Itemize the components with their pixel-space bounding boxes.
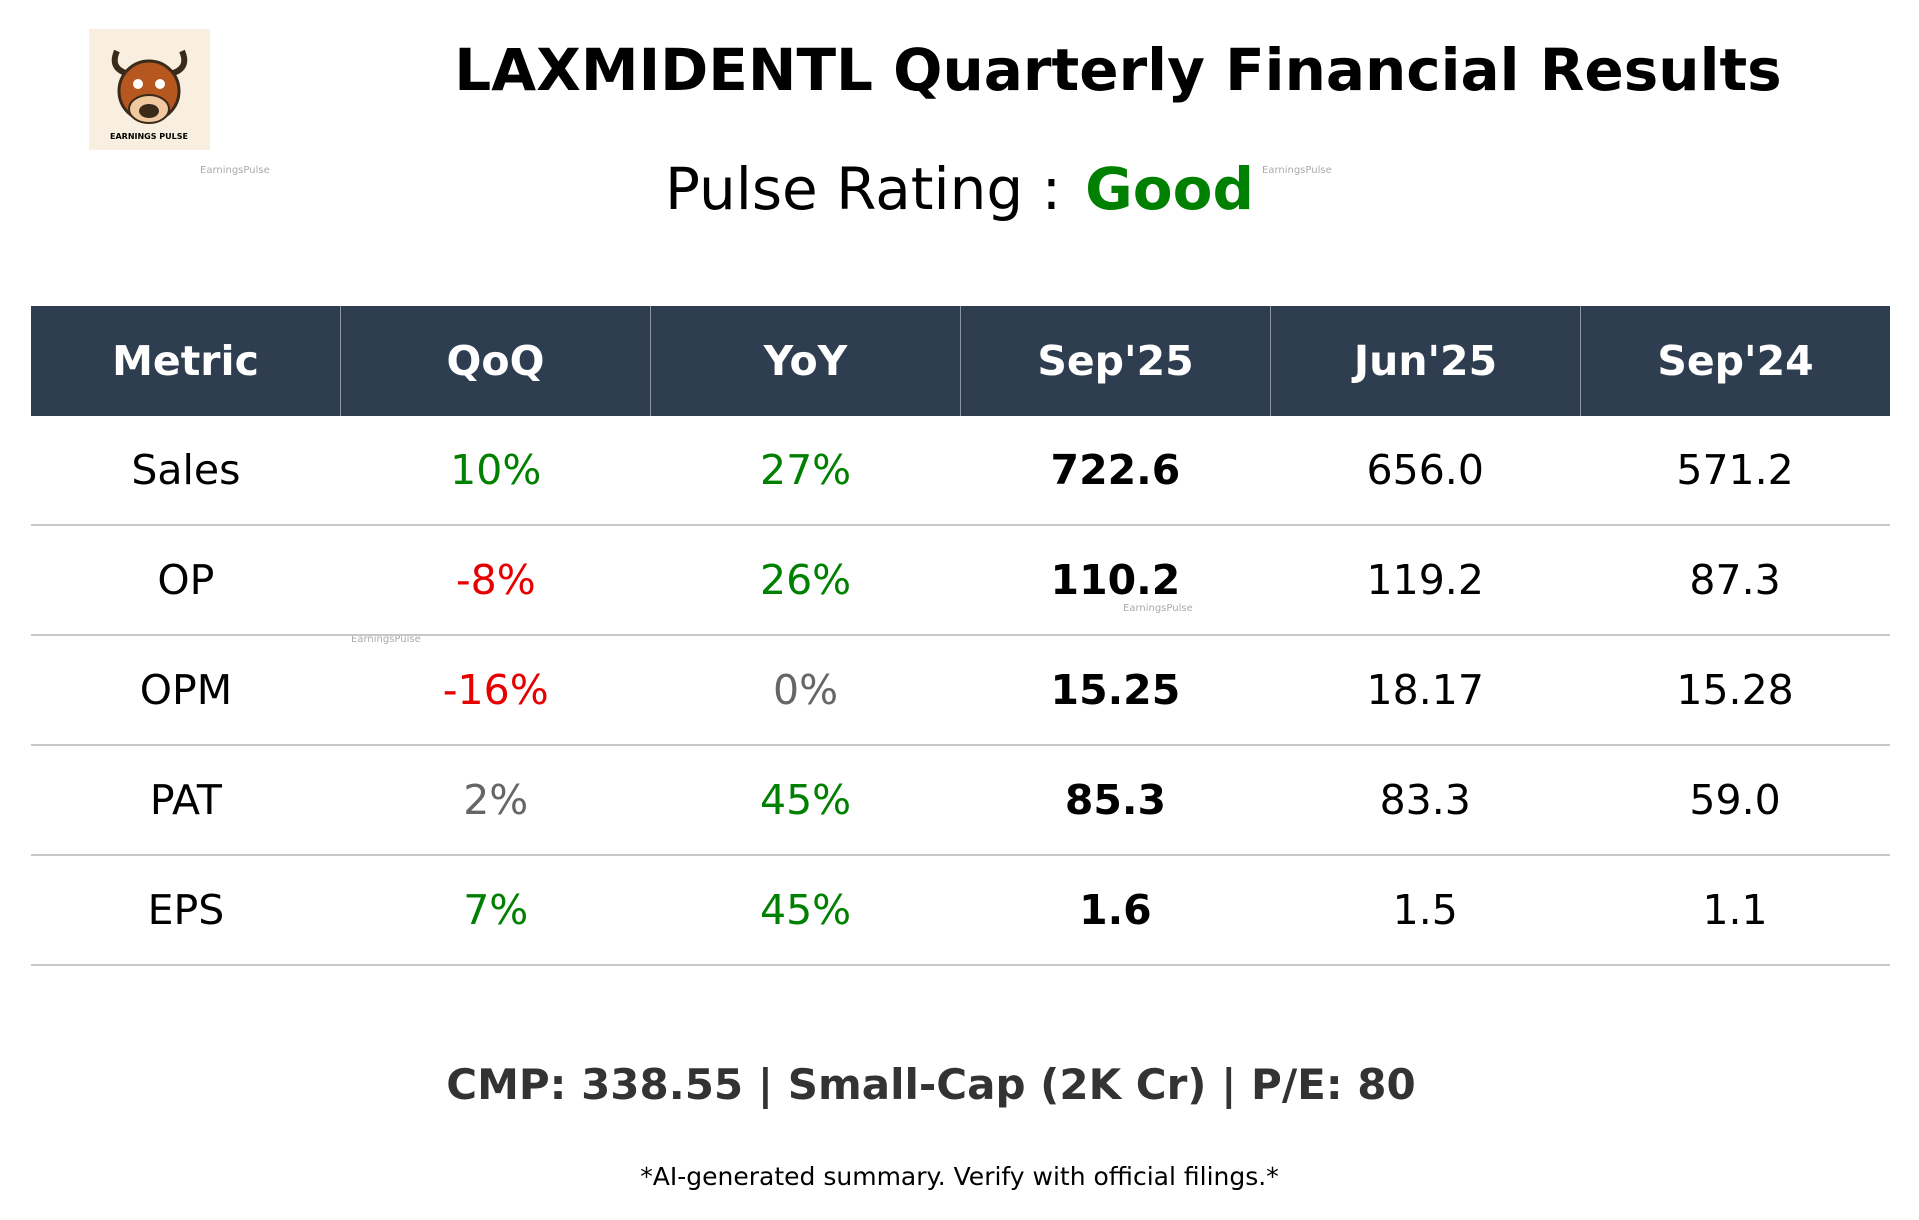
column-header: QoQ — [341, 306, 651, 416]
rating: Good — [1085, 155, 1254, 223]
table-cell: OP — [157, 556, 215, 604]
table-row: PAT 2% 45% 85.3 83.3 59.0 — [31, 746, 1890, 856]
watermark: EarningsPulse — [200, 165, 270, 176]
header-row: Metric QoQ YoY Sep'25 Jun'25 Sep'24 — [31, 306, 1890, 416]
title: LAXMIDENTL Quarterly Financial Results — [454, 36, 1782, 104]
table-cell: PAT — [149, 776, 222, 824]
table-row: EPS 7% 45% 1.6 1.5 1.1 — [31, 856, 1890, 966]
table-cell: 571.2 — [1676, 446, 1794, 494]
table-row: OPM -16% 0% 15.25 18.17 15.28 — [31, 636, 1890, 746]
table-cell: 656.0 — [1366, 446, 1484, 494]
logo: EARNINGS PULSE — [89, 29, 210, 150]
table-cell: 15.28 — [1676, 666, 1794, 714]
table-cell: 110.2 — [1050, 556, 1181, 604]
table-cell: 10% — [450, 446, 542, 494]
table-cell: 87.3 — [1689, 556, 1781, 604]
table-cell: -16% — [442, 666, 549, 714]
table-cell: 1.1 — [1702, 886, 1768, 934]
column-header: Sep'24 — [1657, 337, 1814, 385]
table-cell: 45% — [760, 886, 852, 934]
table-cell: 2% — [463, 776, 529, 824]
table-cell: 0% — [773, 666, 839, 714]
table-row: OP -8% 26% 110.2 119.2 87.3 — [31, 526, 1890, 636]
watermark: EarningsPulse — [351, 634, 421, 645]
table-cell: 722.6 — [1050, 446, 1181, 494]
table-cell: -8% — [455, 556, 536, 604]
rating-label: Pulse Rating : — [665, 155, 1062, 223]
table-cell: 85.3 — [1064, 776, 1166, 824]
table-cell: 1.6 — [1079, 886, 1152, 934]
table-cell: 45% — [760, 776, 852, 824]
table-cell: Sales — [131, 446, 241, 494]
table-row: Sales 10% 27% 722.6 656.0 571.2 — [31, 416, 1890, 526]
results-table: Metric QoQ YoY Sep'25 Jun'25 Sep'24 Sales 10% 27… — [31, 306, 1890, 966]
table-cell: 59.0 — [1689, 776, 1781, 824]
market-info: CMP: 338.55 | Small-Cap (2K Cr) | P/E: 8… — [446, 1060, 1416, 1109]
table-cell: 119.2 — [1366, 556, 1484, 604]
table-cell: 83.3 — [1379, 776, 1471, 824]
column-header: Jun'25 — [1271, 306, 1581, 416]
table-cell: 27% — [760, 446, 852, 494]
column-header: Metric — [31, 306, 341, 416]
table-cell: OPM — [139, 666, 233, 714]
rating-line: Pulse Rating : Good — [0, 155, 1919, 223]
table-cell: 7% — [463, 886, 529, 934]
column-header: YoY — [651, 306, 961, 416]
column-header: Sep'25 — [961, 306, 1271, 416]
watermark: EarningsPulse — [1262, 165, 1332, 176]
table-cell: 26% — [760, 556, 852, 604]
watermark: EarningsPulse — [1123, 603, 1193, 614]
table-cell: 15.25 — [1050, 666, 1181, 714]
disclaimer: *AI-generated summary. Verify with offic… — [640, 1162, 1279, 1191]
table-cell: EPS — [147, 886, 225, 934]
table-cell: 18.17 — [1366, 666, 1484, 714]
logo-text: EARNINGS PULSE — [110, 132, 188, 141]
table-cell: 1.5 — [1392, 886, 1458, 934]
